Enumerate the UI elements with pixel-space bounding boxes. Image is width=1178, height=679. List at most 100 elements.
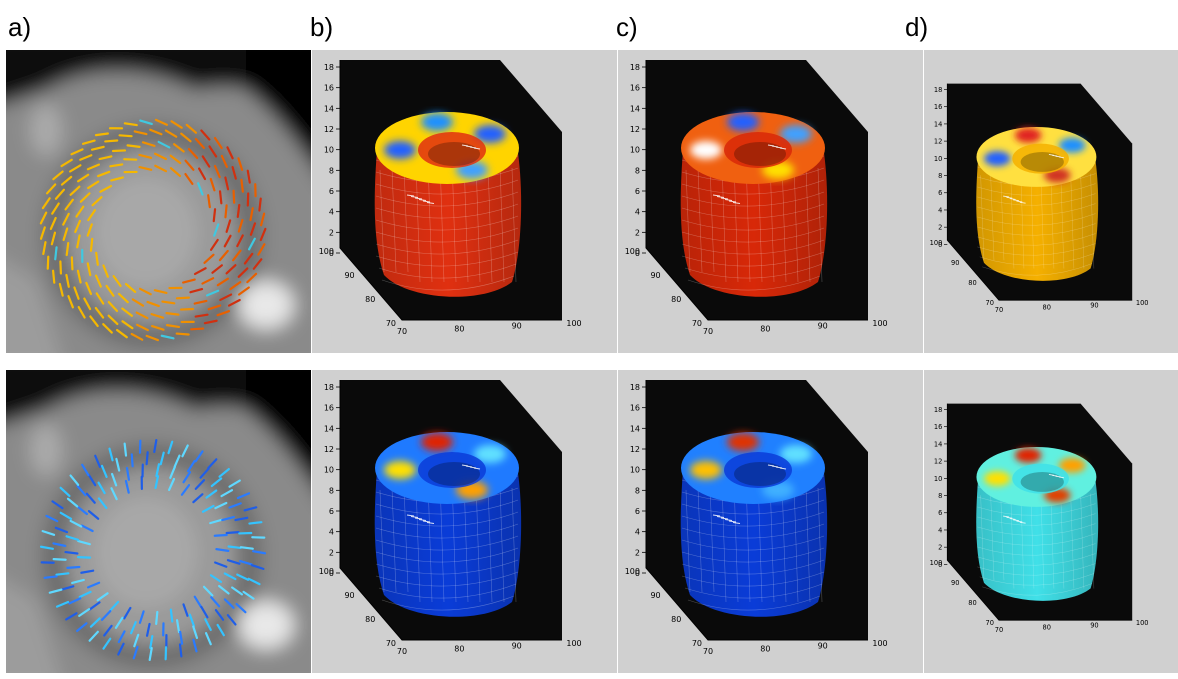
z-tick-label: 6 — [938, 189, 942, 197]
z-tick-label: 12 — [324, 125, 334, 134]
z-tick-label: 18 — [934, 86, 942, 94]
z-tick-label: 4 — [938, 526, 942, 534]
strain-vector — [155, 463, 161, 478]
z-tick-label: 8 — [635, 166, 640, 175]
strain-vector — [90, 145, 105, 151]
strain-vector — [39, 226, 46, 240]
strain-vector — [138, 287, 152, 296]
strain-vector — [115, 457, 121, 472]
z-tick-label: 16 — [630, 84, 640, 93]
z-tick-label: 14 — [630, 424, 640, 433]
y-tick-label: 90 — [951, 579, 959, 587]
surface-blob — [1014, 127, 1042, 143]
strain-vector — [198, 167, 207, 181]
surface-hole — [724, 452, 792, 488]
strain-vector — [194, 479, 206, 490]
surface-plot-c-row1: 0 2 4 6 8 10 12 14 16 18 100 90 80 70 70 80 90 100 — [618, 50, 923, 353]
strain-vector — [39, 211, 48, 225]
strain-vector — [200, 605, 209, 619]
strain-vector — [141, 141, 156, 147]
x-tick-label: 90 — [818, 642, 828, 651]
strain-vector — [203, 253, 215, 264]
surface-body — [680, 466, 828, 617]
strain-vector — [236, 573, 250, 581]
strain-vector — [239, 546, 254, 550]
surface-body — [680, 146, 828, 297]
strain-vector — [188, 613, 196, 628]
strain-vector — [232, 189, 236, 204]
strain-vector — [69, 519, 83, 528]
strain-vector — [153, 289, 168, 295]
strain-vector — [182, 278, 196, 284]
strain-vector — [246, 272, 258, 284]
strain-vector — [227, 298, 241, 307]
y-tick-label: 80 — [671, 295, 681, 304]
surface-body — [374, 466, 522, 617]
surface-hole — [418, 132, 486, 168]
strain-vector — [138, 165, 153, 171]
surface-blob — [727, 113, 759, 131]
z-tick-label: 8 — [938, 492, 942, 500]
strain-vector — [94, 132, 109, 137]
strain-vector — [179, 630, 184, 645]
strain-vector — [153, 439, 158, 454]
strain-vector — [43, 575, 58, 579]
strain-vector — [138, 610, 145, 624]
strain-vector — [211, 264, 223, 274]
z-tick-label: 2 — [635, 228, 640, 237]
z-tick-label: 2 — [329, 548, 334, 557]
strain-vector — [94, 306, 105, 319]
strain-vector — [89, 315, 99, 328]
strain-vector — [201, 504, 215, 513]
x-tick-label: 100 — [566, 639, 581, 648]
strain-vector — [209, 518, 223, 525]
strain-vector — [181, 444, 189, 458]
strain-vector — [107, 314, 119, 326]
strain-vector — [148, 646, 153, 661]
strain-vector — [80, 569, 95, 574]
strain-vector — [107, 300, 119, 313]
strain-vector — [67, 295, 74, 309]
strain-vector — [197, 182, 204, 196]
strain-vector — [135, 311, 149, 320]
strain-vector — [250, 564, 265, 570]
strain-vector — [104, 139, 119, 143]
surface-body — [976, 155, 1099, 281]
strain-vector — [204, 632, 212, 646]
strain-vector — [237, 157, 244, 171]
strain-vector — [192, 625, 199, 640]
strain-vector — [243, 506, 258, 512]
strain-vector — [123, 158, 138, 161]
strain-vector — [249, 222, 257, 236]
strain-vector — [249, 207, 254, 222]
strain-vector — [68, 597, 82, 605]
strain-vector — [50, 231, 57, 246]
z-tick-label: 6 — [938, 509, 942, 517]
strain-vector — [226, 146, 234, 160]
strain-vector — [87, 180, 100, 190]
strain-vector — [102, 264, 109, 278]
strain-vector — [220, 154, 228, 168]
strain-vector — [189, 288, 204, 294]
strain-vector — [224, 204, 228, 219]
strain-vector — [223, 598, 235, 609]
strain-vector — [70, 256, 74, 271]
strain-vector — [150, 325, 165, 331]
strain-vector — [123, 442, 128, 457]
strain-vector — [65, 535, 80, 541]
strain-vector — [169, 154, 182, 165]
strain-vector — [75, 205, 85, 218]
surface-plot-d-row1: 0 2 4 6 8 10 12 14 16 18 100 90 80 70 70 80 90 100 — [924, 50, 1178, 353]
x-tick-label: 80 — [454, 644, 464, 653]
z-tick-label: 8 — [329, 486, 334, 495]
surface-body — [374, 146, 522, 297]
strain-vector — [207, 304, 222, 311]
strain-vector — [182, 471, 192, 484]
strain-vector — [219, 293, 233, 302]
strain-vector — [237, 267, 249, 278]
strain-vector — [213, 164, 221, 179]
z-tick-label: 8 — [938, 172, 942, 180]
strain-vector — [194, 137, 206, 150]
mri-image-row1 — [6, 50, 311, 353]
